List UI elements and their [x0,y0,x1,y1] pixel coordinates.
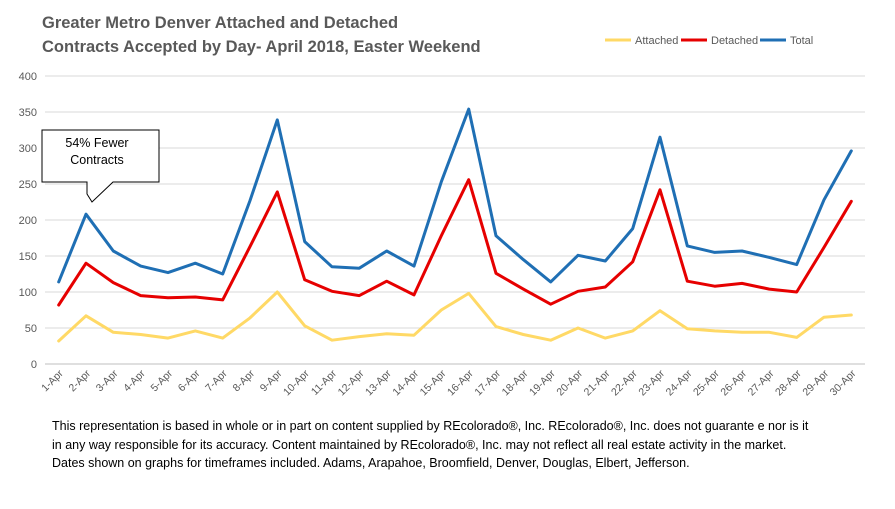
footnote: This representation is based in whole or… [52,417,882,473]
x-tick-label: 23-Apr [636,367,667,398]
y-tick-label: 350 [19,107,37,119]
x-tick-label: 6-Apr [176,367,203,394]
x-axis-ticks: 1-Apr 2-Apr 3-Apr 4-Apr 5-Apr 6-Apr 7-Apr 8-Apr… [39,367,859,398]
callout-text-line-2: Contracts [70,153,124,167]
x-tick-label: 12-Apr [336,367,367,398]
x-tick-label: 24-Apr [664,367,695,398]
chart-title: Greater Metro Denver Attached and Detach… [42,14,481,56]
x-tick-label: 5-Apr [148,367,175,394]
footnote-line-3: Dates shown on graphs for timeframes inc… [52,456,690,471]
y-tick-label: 300 [19,143,37,155]
x-tick-label: 25-Apr [691,367,722,398]
y-tick-label: 100 [19,287,37,299]
x-tick-label: 17-Apr [472,367,503,398]
x-tick-label: 19-Apr [527,367,558,398]
footnote-line-2: in any way responsible for its accuracy.… [52,437,787,452]
x-tick-label: 2-Apr [66,367,93,394]
x-tick-label: 13-Apr [363,367,394,398]
x-tick-label: 11-Apr [309,367,340,398]
callout-text-line-1: 54% Fewer [65,136,128,150]
legend-label-attached: Attached [635,35,678,47]
x-tick-label: 21-Apr [582,367,613,398]
x-tick-label: 29-Apr [800,367,831,398]
x-tick-label: 15-Apr [418,367,449,398]
y-tick-label: 50 [25,323,37,335]
series-lines [57,107,853,343]
legend-label-detached: Detached [711,35,758,47]
series-line-total [57,107,853,284]
chart-title-line-1: Greater Metro Denver Attached and Detach… [42,14,398,32]
x-tick-label: 26-Apr [718,367,749,398]
x-tick-label: 3-Apr [94,367,121,394]
chart-title-line-2: Contracts Accepted by Day- April 2018, E… [42,38,481,56]
x-tick-label: 22-Apr [609,367,640,398]
x-tick-label: 8-Apr [230,367,257,394]
gridlines [45,75,865,365]
x-tick-label: 20-Apr [554,367,585,398]
x-tick-label: 7-Apr [203,367,230,394]
x-tick-label: 18-Apr [500,367,531,398]
x-tick-label: 16-Apr [445,367,476,398]
legend: Attached Detached Total [605,35,813,47]
x-tick-label: 14-Apr [390,367,421,398]
y-tick-label: 0 [31,359,37,371]
x-tick-label: 28-Apr [773,367,804,398]
y-tick-label: 400 [19,71,37,83]
x-tick-label: 30-Apr [828,367,859,398]
y-tick-label: 150 [19,251,37,263]
x-tick-label: 27-Apr [746,367,777,398]
y-tick-label: 250 [19,179,37,191]
series-line-attached [57,290,853,343]
y-axis-ticks: 0 50 100 150 200 250 300 350 400 [19,71,37,371]
x-tick-label: 10-Apr [281,367,312,398]
x-tick-label: 4-Apr [121,367,148,394]
series-line-detached [57,178,853,307]
callout-annotation: 54% Fewer Contracts [41,129,160,203]
footnote-line-1: This representation is based in whole or… [52,419,809,433]
callout-box [41,129,160,203]
legend-label-total: Total [790,35,813,47]
y-tick-label: 200 [19,215,37,227]
x-tick-label: 1-Apr [39,367,66,394]
